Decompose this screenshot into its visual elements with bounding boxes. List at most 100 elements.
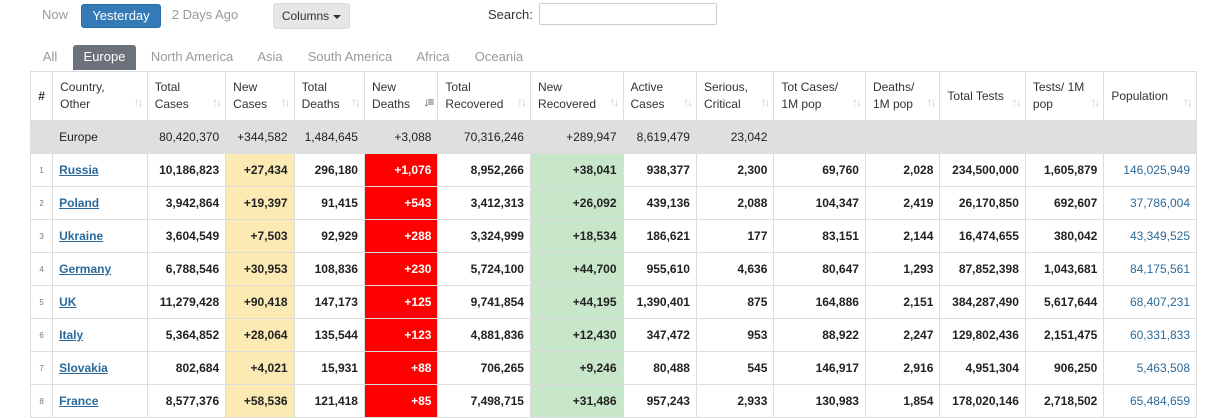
tab-2-days-ago[interactable]: 2 Days Ago (171, 7, 239, 22)
column-header-deaths-per-m[interactable]: Deaths/ 1M pop ↑↓ (864, 71, 941, 121)
region-tabs: All Europe North America Asia South Amer… (0, 45, 1207, 71)
new-deaths-cell: +543 (363, 186, 439, 220)
column-header-active-cases[interactable]: Active Cases ↑↓ (622, 71, 697, 121)
table-row: 5 UK 11,279,428 +90,418 147,173 +125 9,741,854… (29, 285, 1197, 319)
total-deaths-cell: 91,415 (293, 186, 365, 220)
column-label: New Cases (233, 80, 268, 111)
column-header-new-recovered[interactable]: New Recovered ↑↓ (529, 71, 624, 121)
total-recovered-cell: 9,741,854 (437, 285, 531, 319)
new-recovered-cell: +31,486 (529, 384, 624, 418)
column-header-total-cases[interactable]: Total Cases ↑↓ (146, 71, 227, 121)
country-link[interactable]: Slovakia (59, 361, 108, 375)
column-header-total-tests[interactable]: Total Tests ↑↓ (939, 71, 1026, 121)
deaths-per-m-cell: 2,028 (864, 153, 941, 187)
active-cases-cell: 955,610 (622, 252, 697, 286)
column-header-total-deaths[interactable]: Total Deaths ↑↓ (293, 71, 365, 121)
column-header-num[interactable]: # (29, 71, 54, 121)
total-active-cases-cell: 8,619,479 (622, 120, 697, 154)
population-cell: 37,786,004 (1103, 186, 1197, 220)
columns-button[interactable]: Columns (273, 3, 350, 29)
cases-per-m-cell: 104,347 (773, 186, 866, 220)
new-cases-cell: +30,953 (225, 252, 295, 286)
continent-total-row: Europe 80,420,370 +344,582 1,484,645 +3,… (29, 120, 1197, 154)
country-link[interactable]: UK (59, 295, 77, 309)
new-cases-cell: +27,434 (225, 153, 295, 187)
tab-all[interactable]: All (42, 49, 58, 64)
population-cell: 68,407,231 (1103, 285, 1197, 319)
cases-per-m-cell: 130,983 (773, 384, 866, 418)
column-label: New Recovered (537, 80, 596, 111)
tests-per-m-cell: 380,042 (1024, 219, 1105, 253)
tab-europe[interactable]: Europe (73, 45, 136, 70)
total-deaths-cell: 135,544 (293, 318, 365, 352)
countries-table-wrapper: # Country, Other ↑↓ Total Cases ↑↓ New Cas… (29, 71, 1197, 418)
total-deaths-cell: 15,931 (293, 351, 365, 385)
total-tests-cell: 384,287,490 (939, 285, 1026, 319)
sort-icon: ↑↓ (350, 95, 361, 109)
cases-per-m-cell: 69,760 (773, 153, 866, 187)
tests-per-m-cell: 2,718,502 (1024, 384, 1105, 418)
new-recovered-cell: +38,041 (529, 153, 624, 187)
new-recovered-cell: +9,246 (529, 351, 624, 385)
tests-per-m-cell: 692,607 (1024, 186, 1105, 220)
total-tests-cell (939, 120, 1026, 154)
column-header-country[interactable]: Country, Other ↑↓ (52, 71, 148, 121)
total-country-cell: Europe (52, 120, 148, 154)
total-serious-cell: 23,042 (695, 120, 775, 154)
total-deaths-per-m-cell (864, 120, 941, 154)
serious-cell: 2,300 (695, 153, 775, 187)
tab-africa[interactable]: Africa (416, 49, 450, 64)
table-row: 1 Russia 10,186,823 +27,434 296,180 +1,076 8,9… (29, 153, 1197, 187)
tab-asia[interactable]: Asia (257, 49, 283, 64)
tests-per-m-cell: 906,250 (1024, 351, 1105, 385)
column-header-serious[interactable]: Serious, Critical ↑↓ (695, 71, 775, 121)
sort-icon: ↑↓ (609, 95, 620, 109)
tab-south-america[interactable]: South America (307, 49, 393, 64)
total-cases-cell: 5,364,852 (146, 318, 227, 352)
country-link[interactable]: Ukraine (59, 229, 104, 243)
tab-now[interactable]: Now (41, 7, 68, 22)
total-tests-cell: 234,500,000 (939, 153, 1026, 187)
country-link[interactable]: Russia (59, 163, 99, 177)
total-cases-cell: 3,604,549 (146, 219, 227, 253)
total-tests-cell: 4,951,304 (939, 351, 1026, 385)
total-cases-cell: 80,420,370 (146, 120, 227, 154)
column-header-total-recovered[interactable]: Total Recovered ↑↓ (437, 71, 531, 121)
total-recovered-cell: 8,952,266 (437, 153, 531, 187)
tests-per-m-cell: 1,605,879 (1024, 153, 1105, 187)
country-cell: Italy (52, 318, 148, 352)
cases-per-m-cell: 88,922 (773, 318, 866, 352)
total-recovered-cell: 7,498,715 (437, 384, 531, 418)
column-header-new-cases[interactable]: New Cases ↑↓ (225, 71, 295, 121)
total-num-cell (29, 120, 54, 154)
total-tests-per-m-cell (1024, 120, 1105, 154)
column-header-tests-per-m[interactable]: Tests/ 1M pop ↑↓ (1024, 71, 1105, 121)
column-header-new-deaths[interactable]: New Deaths ↓≡ (363, 71, 439, 121)
new-deaths-cell: +125 (363, 285, 439, 319)
column-header-cases-per-m[interactable]: Tot Cases/ 1M pop ↑↓ (773, 71, 866, 121)
columns-label: Columns (281, 9, 330, 23)
country-link[interactable]: Italy (59, 328, 84, 342)
country-link[interactable]: Poland (59, 196, 100, 210)
active-cases-cell: 80,488 (622, 351, 697, 385)
new-recovered-cell: +44,195 (529, 285, 624, 319)
tab-yesterday[interactable]: Yesterday (81, 4, 161, 28)
table-row: 3 Ukraine 3,604,549 +7,503 92,929 +288 3,324,9… (29, 219, 1197, 253)
sort-icon: ↑↓ (851, 95, 862, 109)
country-link[interactable]: Germany (59, 262, 112, 276)
rank-cell: 8 (29, 384, 54, 418)
population-cell: 5,463,508 (1103, 351, 1197, 385)
tab-north-america[interactable]: North America (150, 49, 234, 64)
active-cases-cell: 186,621 (622, 219, 697, 253)
total-cases-cell: 802,684 (146, 351, 227, 385)
country-cell: France (52, 384, 148, 418)
country-link[interactable]: France (59, 394, 99, 408)
tab-oceania[interactable]: Oceania (474, 49, 524, 64)
table-row: 8 France 8,577,376 +58,536 121,418 +85 7,498,7… (29, 384, 1197, 418)
total-deaths-cell: 92,929 (293, 219, 365, 253)
country-cell: Ukraine (52, 219, 148, 253)
cases-per-m-cell: 146,917 (773, 351, 866, 385)
column-header-population[interactable]: Population ↑↓ (1103, 71, 1197, 121)
total-recovered-cell: 70,316,246 (437, 120, 531, 154)
search-input[interactable] (539, 3, 717, 25)
